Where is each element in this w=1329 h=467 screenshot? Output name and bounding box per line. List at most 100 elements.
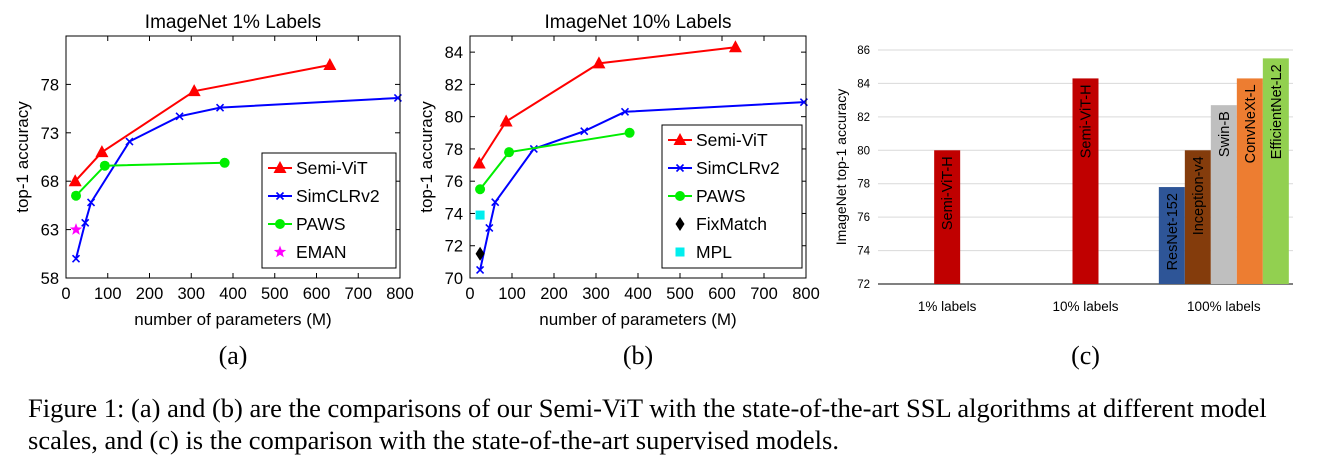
- y-tick-label: 72: [857, 279, 870, 291]
- legend-label: SimCLRv2: [296, 186, 380, 206]
- bar-label: ConvNeXt-L: [1243, 84, 1259, 163]
- data-point-paws: [71, 190, 82, 201]
- data-point-simclrv2: [81, 218, 90, 227]
- legend-marker: [273, 161, 287, 173]
- data-point-semi-vit: [728, 40, 742, 53]
- series-line-semi-vit: [74, 64, 331, 182]
- y-tick-label: 74: [445, 205, 463, 223]
- legend-label: PAWS: [696, 186, 746, 206]
- y-tick-label: 70: [445, 270, 463, 288]
- y-tick-label: 76: [857, 212, 870, 224]
- figure-caption: Figure 1: (a) and (b) are the comparison…: [28, 393, 1267, 455]
- y-axis-label: ImageNet top-1 accuracy: [833, 89, 849, 245]
- data-point-simclrv2: [620, 107, 630, 116]
- legend-label: EMAN: [296, 242, 347, 262]
- data-point-simclrv2: [71, 254, 81, 263]
- bar-label: Semi-ViT-H: [1079, 84, 1095, 158]
- x-category-label: 10% labels: [1052, 299, 1118, 314]
- panel-label: (b): [623, 341, 653, 370]
- bar-label: ResNet-152: [1165, 193, 1181, 270]
- y-tick-label: 80: [857, 145, 870, 157]
- data-point-semi-vit: [187, 84, 201, 97]
- panel-a-chart: 0 100 200 300 400 500 600 700 800 58 63 68 73 78 Image…: [13, 12, 414, 370]
- x-category-label: 100% labels: [1187, 299, 1261, 314]
- x-tick-label: 200: [540, 285, 568, 303]
- data-point-paws: [219, 157, 230, 168]
- x-tick-label: 400: [219, 285, 247, 303]
- chart-title: ImageNet 1% Labels: [145, 12, 321, 33]
- y-tick-label: 84: [445, 44, 463, 62]
- bar-label: Inception-v4: [1191, 156, 1207, 235]
- plot-frame: [469, 35, 807, 279]
- x-tick-label: 300: [177, 285, 205, 303]
- legend-marker: [273, 245, 287, 258]
- bar-label: Semi-ViT-H: [940, 156, 956, 230]
- x-tick-label: 0: [465, 285, 474, 303]
- data-point-simclrv2: [86, 198, 96, 207]
- data-point-paws: [99, 160, 110, 171]
- y-tick-label: 86: [857, 45, 870, 57]
- y-tick-label: 82: [857, 112, 870, 124]
- x-tick-label: 700: [344, 285, 372, 303]
- legend-label: SimCLRv2: [696, 158, 780, 178]
- x-tick-label: 800: [386, 285, 414, 303]
- legend-label: MPL: [696, 242, 732, 262]
- y-tick-label: 78: [41, 76, 59, 94]
- x-tick-label: 0: [61, 285, 70, 303]
- y-tick-label: 78: [445, 141, 463, 159]
- x-tick-label: 200: [136, 285, 164, 303]
- bar-label: EfficientNet-L2: [1269, 64, 1285, 159]
- data-point-semi-vit: [68, 174, 82, 187]
- x-tick-label: 100: [94, 285, 122, 303]
- data-point-simclrv2: [485, 223, 494, 233]
- bar-resnet-152: [1158, 187, 1185, 284]
- chart-title: ImageNet 10% Labels: [545, 12, 732, 33]
- legend-marker: [675, 163, 685, 173]
- bar-inception-v4: [1184, 150, 1211, 284]
- x-category-label: 1% labels: [918, 299, 977, 314]
- legend-label: FixMatch: [696, 214, 767, 234]
- data-point-simclrv2: [215, 103, 225, 112]
- x-tick-label: 800: [792, 285, 820, 303]
- y-tick-label: 58: [41, 270, 59, 288]
- y-tick-label: 74: [857, 246, 870, 258]
- data-point-simclrv2: [476, 265, 485, 274]
- data-point-semi-vit: [323, 58, 337, 71]
- data-point-simclrv2: [580, 127, 589, 136]
- x-tick-label: 500: [666, 285, 694, 303]
- x-tick-label: 300: [582, 285, 610, 303]
- x-tick-label: 400: [624, 285, 652, 303]
- data-point-semi-vit: [95, 145, 109, 158]
- bar-label: Swin-B: [1217, 111, 1233, 157]
- x-tick-label: 600: [708, 285, 736, 303]
- legend-label: Semi-ViT: [296, 158, 368, 178]
- data-point-paws: [475, 184, 486, 195]
- y-tick-label: 84: [857, 78, 870, 90]
- y-axis-label: top-1 accuracy: [417, 101, 436, 213]
- data-point-simclrv2: [175, 112, 184, 121]
- panel-label: (a): [219, 341, 248, 370]
- data-point-fixmatch: [475, 246, 485, 261]
- y-tick-label: 80: [445, 109, 463, 127]
- x-axis-label: number of parameters (M): [134, 310, 331, 329]
- panel-c-chart: 72 74 76 78 80 82 84 86 Semi-ViT-H 1% labels Semi-…: [833, 45, 1293, 370]
- x-tick-label: 600: [303, 285, 331, 303]
- bar-semi-vit-h: [934, 150, 961, 284]
- x-tick-label: 700: [750, 285, 778, 303]
- data-point-semi-vit: [592, 56, 606, 69]
- plot-frame: [65, 35, 401, 279]
- panel-label: (c): [1071, 341, 1100, 370]
- legend-marker: [673, 133, 687, 145]
- bar-efficientnet-l2: [1262, 58, 1289, 284]
- legend-marker: [275, 191, 285, 201]
- data-point-semi-vit: [472, 156, 486, 169]
- y-tick-label: 63: [41, 222, 59, 240]
- data-point-simclrv2: [125, 137, 134, 146]
- data-point-simclrv2: [491, 198, 500, 207]
- legend-label: PAWS: [296, 214, 346, 234]
- data-point-mpl: [475, 210, 485, 220]
- y-tick-label: 73: [41, 125, 59, 143]
- legend-label: Semi-ViT: [696, 130, 768, 150]
- y-tick-label: 68: [41, 173, 59, 191]
- y-tick-label: 76: [445, 173, 463, 191]
